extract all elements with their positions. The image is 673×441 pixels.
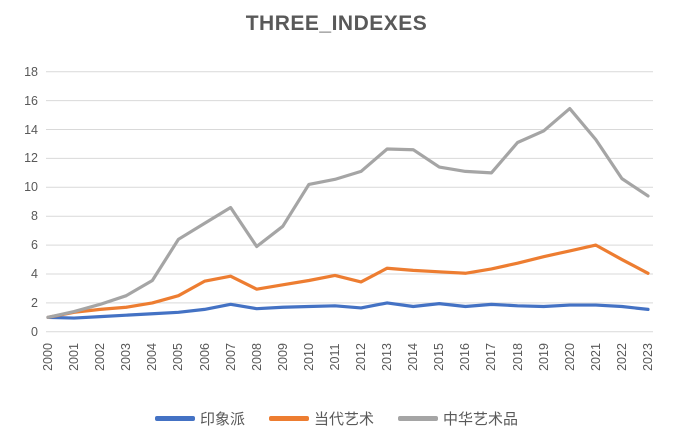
- chart-title: THREE_INDEXES: [245, 12, 428, 35]
- y-tick-label: 0: [31, 324, 38, 339]
- x-tick-label: 2016: [458, 343, 473, 371]
- y-tick-label: 8: [31, 209, 38, 224]
- x-tick-label: 2009: [275, 343, 290, 371]
- x-tick-label: 2002: [93, 343, 108, 371]
- x-tick-label: 2001: [67, 343, 82, 371]
- x-tick-label: 2010: [301, 343, 316, 371]
- x-tick-label: 2004: [145, 343, 160, 371]
- legend-swatch-icon: [154, 416, 195, 421]
- y-tick-label: 4: [31, 267, 38, 281]
- x-tick-label: 2023: [641, 343, 655, 371]
- x-tick-label: 2006: [197, 343, 212, 371]
- x-tick-label: 2014: [406, 343, 421, 371]
- x-tick-label: 2013: [380, 343, 395, 371]
- legend: 印象派 当代艺术 中华艺术品: [0, 408, 673, 429]
- series-line-印象派: [46, 301, 650, 320]
- series-line-中华艺术品: [46, 106, 650, 319]
- x-tick-label: 2005: [171, 343, 186, 371]
- legend-item-中华艺术品: 中华艺术品: [398, 408, 518, 429]
- y-tick-label: 14: [24, 122, 38, 137]
- x-tick-label: 2017: [484, 343, 499, 371]
- x-tick-label: 2011: [327, 343, 342, 371]
- y-tick-label: 6: [31, 238, 38, 253]
- x-tick-label: 2015: [432, 343, 447, 371]
- x-tick-label: 2020: [562, 343, 577, 371]
- y-tick-label: 2: [31, 295, 38, 310]
- legend-label: 中华艺术品: [443, 411, 519, 428]
- x-tick-label: 2012: [354, 343, 369, 371]
- x-tick-label: 2021: [588, 343, 603, 371]
- y-tick-label: 10: [24, 180, 38, 195]
- legend-label: 当代艺术: [313, 411, 374, 428]
- y-tick-label: 16: [24, 93, 38, 108]
- y-tick-label: 12: [24, 151, 38, 166]
- x-tick-label: 2022: [614, 343, 629, 371]
- x-tick-label: 2003: [119, 343, 134, 371]
- x-tick-label: 2000: [41, 343, 55, 371]
- x-tick-label: 2018: [510, 343, 525, 371]
- legend-item-当代艺术: 当代艺术: [268, 408, 374, 429]
- x-tick-label: 2007: [223, 343, 238, 371]
- legend-item-印象派: 印象派: [154, 408, 245, 429]
- legend-swatch-icon: [268, 416, 309, 421]
- y-tick-label: 18: [24, 64, 38, 79]
- legend-swatch-icon: [398, 416, 438, 421]
- legend-label: 印象派: [199, 411, 245, 428]
- x-tick-label: 2008: [249, 343, 264, 371]
- series-line-当代艺术: [46, 243, 650, 319]
- x-tick-label: 2019: [536, 343, 551, 371]
